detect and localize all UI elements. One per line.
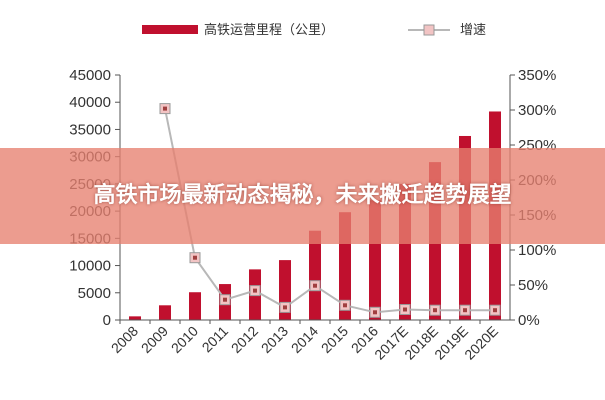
growth-point-center	[403, 307, 407, 312]
left-tick-label: 35000	[69, 121, 111, 138]
growth-point-center	[223, 297, 227, 302]
growth-point-center	[313, 283, 317, 288]
right-tick-label: 50%	[518, 277, 548, 294]
growth-point-center	[283, 305, 287, 310]
right-tick-label: 0%	[518, 312, 540, 329]
right-tick-label: 100%	[518, 242, 556, 259]
left-tick-label: 5000	[78, 285, 111, 302]
left-tick-label: 40000	[69, 94, 111, 111]
bar	[189, 292, 201, 320]
growth-point-center	[433, 308, 437, 313]
growth-point-center	[373, 310, 377, 315]
bar	[129, 316, 141, 320]
growth-point-center	[463, 308, 467, 313]
legend: 高铁运营里程（公里） 增速	[142, 22, 486, 38]
left-tick-label: 0	[103, 312, 111, 329]
legend-line-marker	[423, 24, 435, 36]
left-tick-label: 10000	[69, 258, 111, 275]
growth-line-series	[159, 103, 501, 318]
growth-point-center	[193, 255, 197, 260]
left-tick-label: 45000	[69, 67, 111, 84]
legend-bar-label: 高铁运营里程（公里）	[204, 22, 334, 38]
growth-point-center	[163, 106, 167, 111]
right-tick-label: 300%	[518, 102, 556, 119]
growth-point-center	[343, 303, 347, 308]
growth-point-center	[493, 308, 497, 313]
headline-banner: 高铁市场最新动态揭秘，未来搬迁趋势展望	[0, 148, 605, 244]
bar	[159, 305, 171, 320]
right-tick-label: 350%	[518, 67, 556, 84]
legend-bar-swatch	[142, 25, 198, 34]
legend-line-label: 增速	[460, 23, 486, 38]
bar	[309, 230, 321, 320]
headline-text: 高铁市场最新动态揭秘，未来搬迁趋势展望	[93, 183, 512, 208]
growth-point-center	[253, 288, 257, 293]
